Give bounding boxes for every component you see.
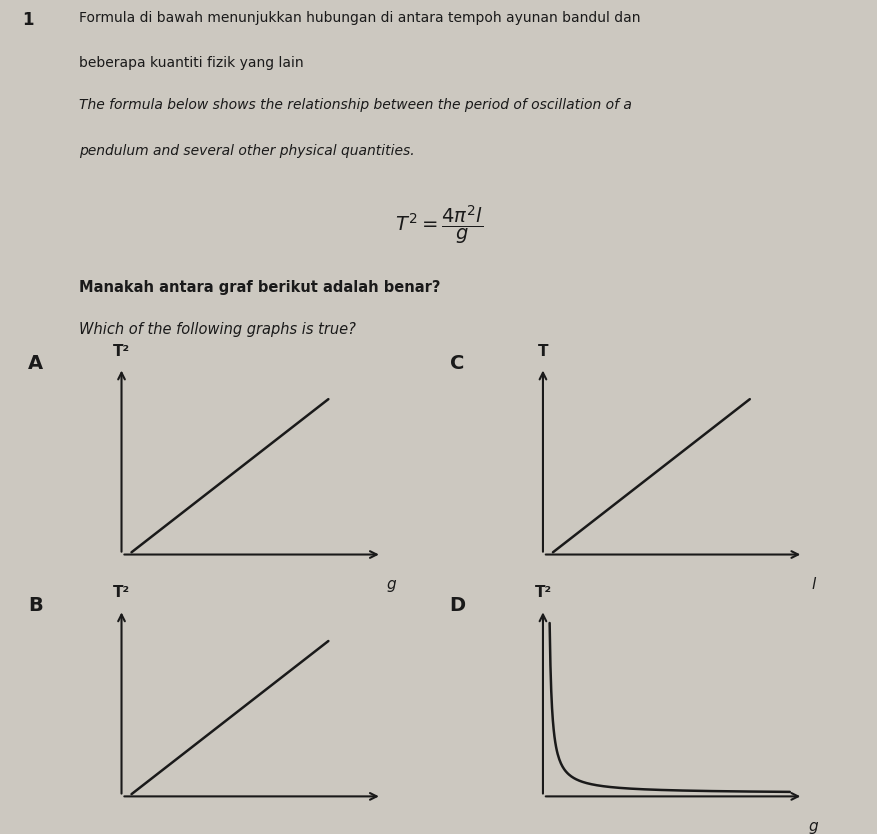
Text: pendulum and several other physical quantities.: pendulum and several other physical quan… bbox=[79, 143, 414, 158]
Text: Formula di bawah menunjukkan hubungan di antara tempoh ayunan bandul dan: Formula di bawah menunjukkan hubungan di… bbox=[79, 11, 640, 24]
Text: beberapa kuantiti fizik yang lain: beberapa kuantiti fizik yang lain bbox=[79, 56, 303, 70]
Text: The formula below shows the relationship between the period of oscillation of a: The formula below shows the relationship… bbox=[79, 98, 631, 112]
Text: C: C bbox=[449, 354, 463, 373]
Text: A: A bbox=[28, 354, 43, 373]
Text: 1: 1 bbox=[22, 11, 33, 28]
Text: T: T bbox=[537, 344, 547, 359]
Text: T²: T² bbox=[113, 585, 130, 600]
Text: T²: T² bbox=[113, 344, 130, 359]
Text: $T^2 = \dfrac{4\pi^2 l}{g}$: $T^2 = \dfrac{4\pi^2 l}{g}$ bbox=[395, 203, 482, 246]
Text: D: D bbox=[449, 596, 465, 615]
Text: Which of the following graphs is true?: Which of the following graphs is true? bbox=[79, 322, 355, 337]
Text: g: g bbox=[808, 819, 817, 834]
Text: Manakah antara graf berikut adalah benar?: Manakah antara graf berikut adalah benar… bbox=[79, 280, 440, 295]
Text: g: g bbox=[387, 577, 396, 592]
Text: T²: T² bbox=[534, 585, 551, 600]
Text: l: l bbox=[810, 577, 815, 592]
Text: B: B bbox=[28, 596, 43, 615]
